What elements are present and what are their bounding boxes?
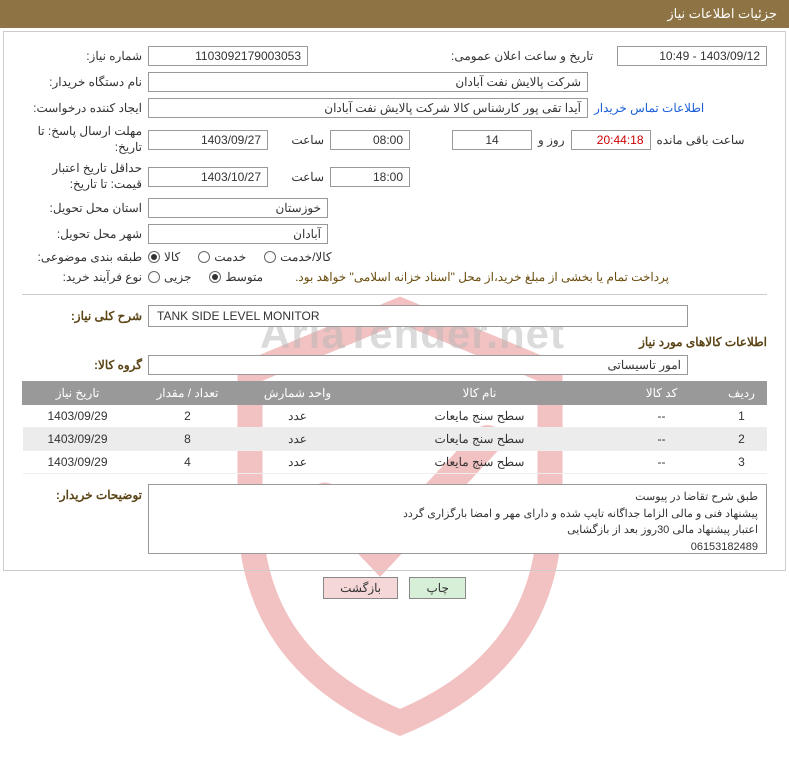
city-label: شهر محل تحویل: <box>22 227 142 241</box>
purchase-note: پرداخت تمام یا بخشی از مبلغ خرید،از محل … <box>295 270 669 284</box>
category-opt-a: کالا <box>164 250 180 264</box>
cell-unit: عدد <box>243 405 353 428</box>
announce-value: 1403/09/12 - 10:49 <box>617 46 767 66</box>
th-code: کد کالا <box>607 382 717 405</box>
cell-qty: 4 <box>133 451 243 474</box>
category-opt-b: خدمت <box>214 250 246 264</box>
cell-name: سطح سنج مایعات <box>353 428 607 451</box>
th-date: تاریخ نیاز <box>23 382 133 405</box>
th-row: ردیف <box>717 382 767 405</box>
purchase-radio-minor[interactable] <box>148 271 160 283</box>
province-value: خوزستان <box>148 198 328 218</box>
reply-date: 1403/09/27 <box>148 130 268 150</box>
category-radio-service[interactable] <box>198 251 210 263</box>
cell-unit: عدد <box>243 451 353 474</box>
group-label: گروه کالا: <box>22 358 142 372</box>
days-remaining: 14 <box>452 130 532 150</box>
announce-label: تاریخ و ساعت اعلان عمومی: <box>451 49 611 63</box>
price-valid-label: حداقل تاریخ اعتبار قیمت: تا تاریخ: <box>22 161 142 192</box>
cell-name: سطح سنج مایعات <box>353 451 607 474</box>
purchase-radio-group: جزیی متوسط <box>148 270 263 284</box>
th-name: نام کالا <box>353 382 607 405</box>
category-radio-both[interactable] <box>264 251 276 263</box>
table-row: 1--سطح سنج مایعاتعدد21403/09/29 <box>23 405 767 428</box>
desc-label: شرح کلی نیاز: <box>22 309 142 323</box>
cell-date: 1403/09/29 <box>23 405 133 428</box>
contact-link[interactable]: اطلاعات تماس خریدار <box>594 101 704 115</box>
need-no-label: شماره نیاز: <box>22 49 142 63</box>
reply-deadline-label: مهلت ارسال پاسخ: تا تاریخ: <box>22 124 142 155</box>
need-no-value: 1103092179003053 <box>148 46 308 66</box>
th-qty: تعداد / مقدار <box>133 382 243 405</box>
category-label: طبقه بندی موضوعی: <box>22 250 142 264</box>
table-row: 2--سطح سنج مایعاتعدد81403/09/29 <box>23 428 767 451</box>
cell-n: 1 <box>717 405 767 428</box>
cell-name: سطح سنج مایعات <box>353 405 607 428</box>
cell-code: -- <box>607 451 717 474</box>
purchase-type-label: نوع فرآیند خرید: <box>22 270 142 284</box>
countdown: 20:44:18 <box>571 130 651 150</box>
purchase-radio-medium[interactable] <box>209 271 221 283</box>
notes-value: طبق شرح تقاضا در پیوست پیشنهاد فنی و مال… <box>148 484 767 554</box>
city-value: آبادان <box>148 224 328 244</box>
print-button[interactable]: چاپ <box>409 577 465 599</box>
cell-n: 2 <box>717 428 767 451</box>
page-title: جزئیات اطلاعات نیاز <box>0 0 789 28</box>
price-hour: 18:00 <box>330 167 410 187</box>
goods-info-title: اطلاعات کالاهای مورد نیاز <box>22 335 767 349</box>
group-value: امور تاسیساتی <box>148 355 688 375</box>
purchase-opt-a: جزیی <box>164 270 191 284</box>
cell-code: -- <box>607 428 717 451</box>
countdown-suffix: ساعت باقی مانده <box>657 133 745 147</box>
goods-table: ردیف کد کالا نام کالا واحد شمارش تعداد /… <box>22 381 767 474</box>
cell-qty: 2 <box>133 405 243 428</box>
category-radio-group: کالا خدمت کالا/خدمت <box>148 250 332 264</box>
days-suffix: روز و <box>538 133 565 147</box>
buyer-org-label: نام دستگاه خریدار: <box>22 75 142 89</box>
purchase-opt-b: متوسط <box>225 270 263 284</box>
th-unit: واحد شمارش <box>243 382 353 405</box>
province-label: استان محل تحویل: <box>22 201 142 215</box>
hour-label-2: ساعت <box>274 170 324 184</box>
hour-label-1: ساعت <box>274 133 324 147</box>
category-opt-c: کالا/خدمت <box>280 250 331 264</box>
cell-date: 1403/09/29 <box>23 451 133 474</box>
notes-label: توضیحات خریدار: <box>22 484 142 502</box>
cell-date: 1403/09/29 <box>23 428 133 451</box>
buyer-org-value: شرکت پالایش نفت آبادان <box>148 72 588 92</box>
desc-value: TANK SIDE LEVEL MONITOR <box>148 305 688 327</box>
back-button[interactable]: بازگشت <box>323 577 398 599</box>
category-radio-goods[interactable] <box>148 251 160 263</box>
reply-hour: 08:00 <box>330 130 410 150</box>
cell-unit: عدد <box>243 428 353 451</box>
cell-code: -- <box>607 405 717 428</box>
details-panel: شماره نیاز: 1103092179003053 تاریخ و ساع… <box>3 31 786 571</box>
cell-qty: 8 <box>133 428 243 451</box>
creator-value: آیدا تقی پور کارشناس کالا شرکت پالایش نف… <box>148 98 588 118</box>
cell-n: 3 <box>717 451 767 474</box>
price-date: 1403/10/27 <box>148 167 268 187</box>
creator-label: ایجاد کننده درخواست: <box>22 101 142 115</box>
table-row: 3--سطح سنج مایعاتعدد41403/09/29 <box>23 451 767 474</box>
